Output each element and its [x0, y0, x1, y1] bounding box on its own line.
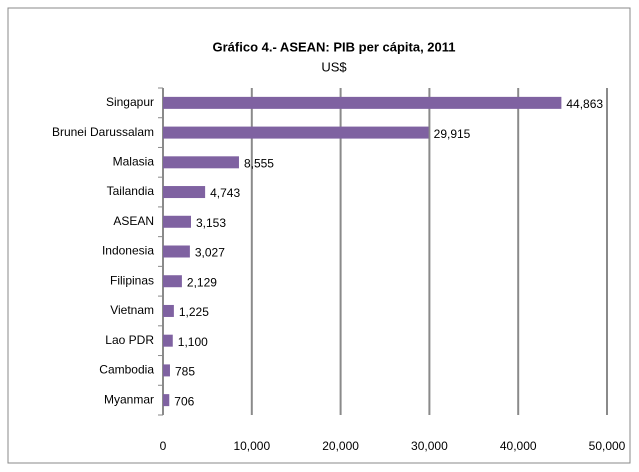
x-tick-label: 50,000 — [589, 439, 626, 453]
x-tick-label: 10,000 — [233, 439, 270, 453]
data-label: 3,027 — [195, 246, 225, 260]
chart-subtitle: US$ — [321, 59, 347, 74]
bar — [163, 215, 191, 228]
data-label: 8,555 — [244, 156, 274, 170]
data-label: 4,743 — [210, 186, 240, 200]
x-tick-label: 40,000 — [500, 439, 537, 453]
y-tick-label: Brunei Darussalam — [52, 125, 154, 139]
data-label: 2,129 — [187, 275, 217, 289]
data-label: 1,100 — [178, 335, 208, 349]
y-tick-label: Tailandia — [107, 184, 155, 198]
x-tick-label: 0 — [160, 439, 167, 453]
chart-title: Gráfico 4.- ASEAN: PIB per cápita, 2011 — [213, 39, 456, 54]
data-label: 29,915 — [434, 127, 471, 141]
bar — [163, 245, 190, 258]
y-tick-label: Indonesia — [102, 244, 154, 258]
bar — [163, 304, 174, 317]
bar — [163, 394, 170, 407]
data-label: 785 — [175, 365, 195, 379]
y-tick-label: Myanmar — [104, 392, 154, 406]
y-tick-label: Singapur — [106, 95, 154, 109]
x-tick-label: 30,000 — [411, 439, 448, 453]
data-label: 44,863 — [566, 97, 603, 111]
data-label: 3,153 — [196, 216, 226, 230]
y-tick-label: Cambodia — [99, 363, 154, 377]
y-tick-label: Lao PDR — [105, 333, 154, 347]
y-tick-label: Malasia — [113, 154, 155, 168]
x-tick-label: 20,000 — [322, 439, 359, 453]
bar — [163, 364, 170, 377]
data-label: 1,225 — [179, 305, 209, 319]
bar — [163, 334, 173, 347]
bar — [163, 156, 239, 169]
bar — [163, 96, 562, 109]
y-tick-label: ASEAN — [113, 214, 154, 228]
bar — [163, 275, 182, 288]
data-label: 706 — [174, 394, 194, 408]
y-tick-label: Vietnam — [110, 303, 154, 317]
bar — [163, 126, 429, 139]
chart-frame — [7, 7, 631, 464]
y-tick-label: Filipinas — [110, 273, 154, 287]
bar — [163, 186, 206, 199]
